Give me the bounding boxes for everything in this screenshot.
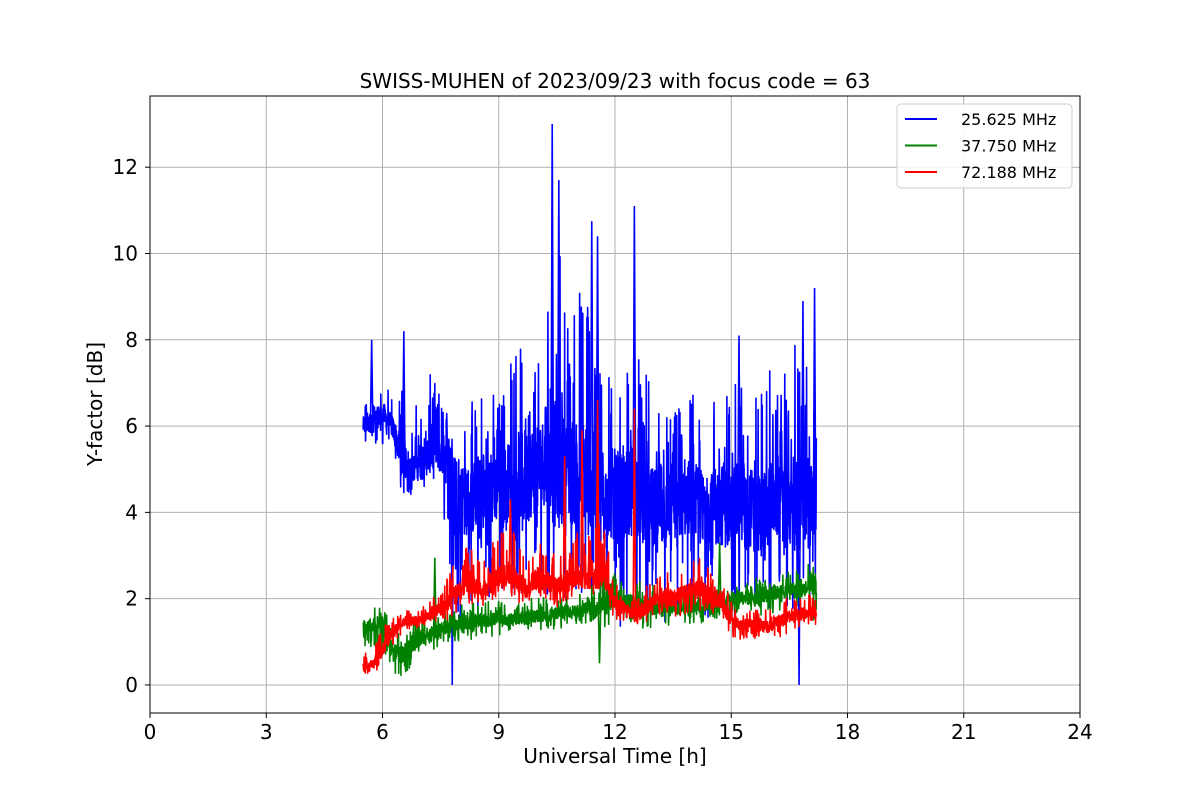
legend-entry: 37.750 MHz <box>961 137 1056 156</box>
series-spike <box>595 400 600 574</box>
legend-entry: 72.188 MHz <box>961 163 1056 182</box>
series-line <box>362 255 818 627</box>
series-spike <box>401 331 406 459</box>
x-tick-label: 3 <box>260 720 273 744</box>
series-spike <box>589 221 594 476</box>
series-line <box>362 563 818 677</box>
x-tick-label: 21 <box>951 720 976 744</box>
y-tick-label: 0 <box>125 673 138 697</box>
series-line <box>362 512 818 675</box>
x-axis-label: Universal Time [h] <box>523 744 706 768</box>
series-spike <box>556 180 561 467</box>
x-tick-label: 15 <box>719 720 744 744</box>
y-tick-label: 6 <box>125 414 138 438</box>
legend-entry: 25.625 MHz <box>961 110 1056 129</box>
y-axis-label: Y-factor [dB] <box>83 342 107 467</box>
y-axis: 0 2 4 6 8 10 12 <box>113 155 150 697</box>
series-spike <box>737 335 741 503</box>
y-tick-label: 12 <box>113 155 138 179</box>
y-tick-label: 10 <box>113 241 138 265</box>
series-spike <box>580 430 585 578</box>
series-spike <box>369 339 374 423</box>
legend: 25.625 MHz 37.750 MHz 72.188 MHz <box>896 103 1073 189</box>
y-tick-label: 2 <box>125 587 138 611</box>
legend-box <box>896 103 1073 189</box>
y-tick-label: 8 <box>125 328 138 352</box>
x-tick-label: 18 <box>835 720 860 744</box>
series-spike <box>717 542 722 602</box>
series-spike <box>800 300 805 503</box>
series-spike <box>508 499 513 575</box>
series-spike <box>562 456 567 583</box>
x-tick-label: 0 <box>144 720 157 744</box>
series-3 <box>362 400 818 675</box>
series-spike <box>632 408 637 616</box>
series-1 <box>362 124 818 685</box>
series-2 <box>362 542 818 677</box>
plot-area <box>362 124 818 685</box>
series-spike <box>597 608 602 664</box>
x-tick-label: 12 <box>602 720 627 744</box>
x-tick-label: 6 <box>376 720 389 744</box>
series-spike <box>550 124 555 463</box>
x-tick-label: 9 <box>492 720 505 744</box>
chart-title: SWISS-MUHEN of 2023/09/23 with focus cod… <box>360 69 871 93</box>
x-axis: 0 3 6 9 12 15 18 21 24 <box>144 713 1093 744</box>
y-tick-label: 4 <box>125 500 138 524</box>
series-spike <box>632 206 637 487</box>
x-tick-label: 24 <box>1067 720 1092 744</box>
series-spike <box>812 287 817 510</box>
